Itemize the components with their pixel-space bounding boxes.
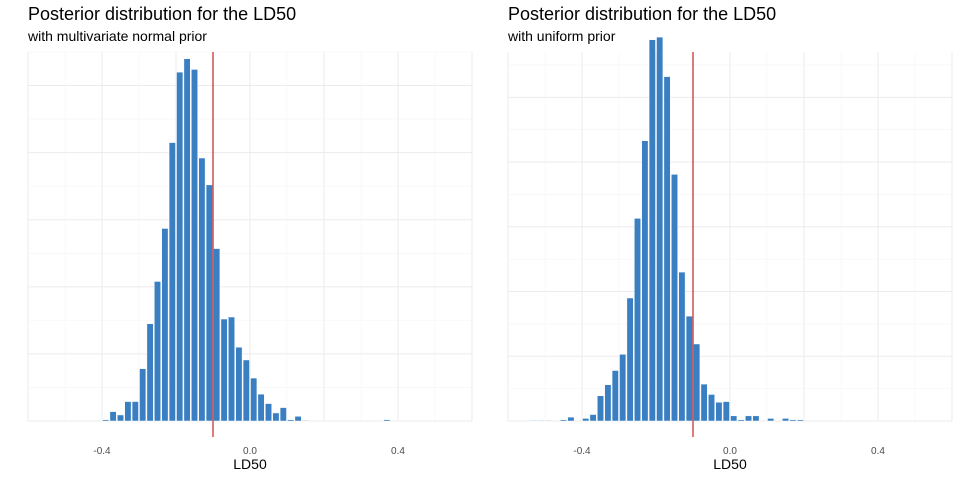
histogram-bar bbox=[146, 323, 154, 422]
histogram-bar bbox=[213, 248, 221, 422]
x-tick-label: 0.4 bbox=[391, 446, 405, 457]
bars bbox=[530, 36, 804, 422]
chart-title: Posterior distribution for the LD50 bbox=[508, 4, 777, 24]
histogram-bar bbox=[700, 383, 708, 422]
histogram-bar bbox=[272, 412, 280, 422]
histogram-uniform-prior: -0.4 0.0 0.4 LD50 bbox=[507, 36, 953, 472]
histogram-bar bbox=[139, 368, 147, 422]
histogram-bar bbox=[383, 419, 391, 422]
histogram-bar bbox=[604, 384, 612, 422]
histogram-bar bbox=[131, 401, 139, 422]
histogram-bar bbox=[782, 418, 789, 422]
histogram-bar bbox=[693, 343, 701, 422]
histogram-bar bbox=[228, 316, 235, 422]
chart-title: Posterior distribution for the LD50 bbox=[28, 4, 297, 24]
histogram-bar bbox=[626, 297, 634, 422]
histogram-bar bbox=[752, 415, 760, 422]
histogram-bar bbox=[154, 281, 161, 422]
histogram-bar bbox=[537, 420, 545, 422]
histogram-bar bbox=[589, 414, 597, 422]
histogram-bar bbox=[715, 401, 723, 422]
bars bbox=[102, 58, 391, 422]
histogram-bar bbox=[582, 418, 590, 422]
histogram-bar bbox=[176, 71, 184, 422]
x-axis-title: LD50 bbox=[233, 456, 267, 472]
histogram-bar bbox=[722, 401, 730, 422]
histogram-bar bbox=[560, 419, 567, 422]
histogram-bar bbox=[294, 416, 302, 422]
x-tick-label: 0.0 bbox=[243, 446, 257, 457]
histogram-bar bbox=[257, 393, 265, 422]
histogram-bar bbox=[634, 218, 641, 422]
chart-subtitle: with uniform prior bbox=[508, 28, 616, 44]
histogram-multivariate-prior: -0.4 0.0 0.4 LD50 bbox=[27, 51, 473, 472]
histogram-bar bbox=[242, 359, 250, 422]
histogram-bar bbox=[656, 36, 664, 422]
histogram-bar bbox=[198, 157, 206, 422]
x-tick-label: -0.4 bbox=[573, 446, 591, 457]
histogram-bar bbox=[567, 416, 575, 422]
histogram-bar bbox=[302, 420, 309, 422]
histogram-bar bbox=[619, 354, 627, 422]
histogram-bar bbox=[641, 140, 649, 422]
histogram-bar bbox=[671, 174, 678, 422]
histogram-bar bbox=[611, 370, 619, 422]
histogram-bar bbox=[168, 142, 176, 422]
histogram-bar bbox=[597, 395, 604, 422]
histogram-bar bbox=[708, 394, 715, 422]
histogram-bar bbox=[648, 39, 656, 422]
gridlines bbox=[507, 52, 953, 422]
histogram-bar bbox=[678, 271, 686, 422]
histogram-bar bbox=[161, 228, 169, 422]
histogram-bar bbox=[287, 419, 295, 422]
x-tick-label: 0.4 bbox=[871, 446, 885, 457]
histogram-bar bbox=[663, 76, 671, 422]
chart-subtitle: with multivariate normal prior bbox=[28, 28, 207, 44]
panel-multivariate-prior: Posterior distribution for the LD50 with… bbox=[27, 4, 473, 472]
gridlines bbox=[27, 51, 473, 422]
histogram-bar bbox=[279, 407, 287, 422]
histogram-bar bbox=[102, 419, 110, 422]
x-tick-label: -0.4 bbox=[93, 446, 111, 457]
histogram-bar bbox=[124, 401, 132, 422]
histogram-bar bbox=[545, 420, 553, 422]
histogram-bar bbox=[685, 315, 693, 422]
histogram-bar bbox=[191, 69, 198, 422]
histogram-bar bbox=[235, 346, 243, 422]
histogram-bar bbox=[745, 415, 752, 422]
histogram-bar bbox=[737, 419, 745, 422]
histogram-bar bbox=[220, 318, 228, 422]
histogram-bar bbox=[109, 411, 117, 422]
x-tick-label: 0.0 bbox=[723, 446, 737, 457]
histogram-bar bbox=[796, 419, 804, 422]
histogram-bar bbox=[767, 418, 775, 422]
histogram-bar bbox=[117, 414, 124, 422]
histogram-bar bbox=[530, 420, 538, 422]
histogram-bar bbox=[265, 403, 272, 422]
histogram-bar bbox=[250, 377, 258, 422]
histogram-bar bbox=[183, 58, 191, 422]
histogram-bar bbox=[205, 184, 213, 422]
x-axis-title: LD50 bbox=[713, 456, 747, 472]
panel-uniform-prior: Posterior distribution for the LD50 with… bbox=[480, 0, 960, 480]
histogram-bar bbox=[730, 415, 738, 422]
histogram-bar bbox=[789, 419, 797, 422]
